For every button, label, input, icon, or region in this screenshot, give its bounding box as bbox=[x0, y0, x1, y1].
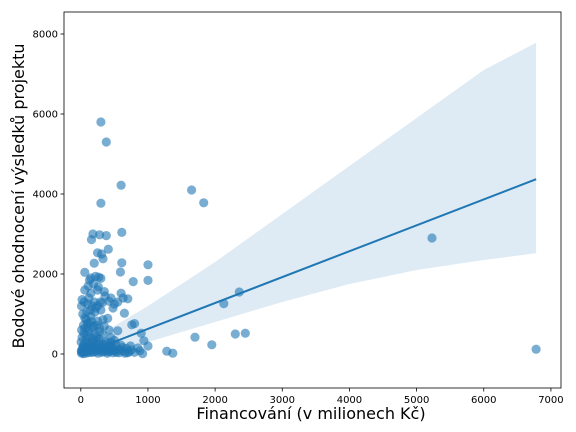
data-point bbox=[117, 258, 127, 268]
data-point bbox=[101, 231, 111, 241]
data-point bbox=[127, 320, 137, 330]
data-point bbox=[77, 295, 87, 305]
data-point bbox=[116, 180, 126, 190]
data-point bbox=[96, 198, 106, 208]
regression-line bbox=[80, 178, 537, 356]
data-point bbox=[531, 344, 541, 354]
x-tick-label: 4000 bbox=[337, 395, 362, 406]
data-point bbox=[187, 185, 197, 195]
data-point bbox=[123, 294, 133, 304]
data-point bbox=[97, 298, 107, 308]
data-point bbox=[96, 273, 106, 283]
y-tick-label: 2000 bbox=[33, 270, 58, 281]
y-tick-label: 0 bbox=[52, 350, 58, 361]
points-layer bbox=[76, 117, 541, 359]
data-point bbox=[207, 340, 217, 350]
data-point bbox=[95, 323, 105, 333]
axes-layer: 0 1000 2000 3000 4000 5000 6000 7000 0 2000 4000 60… bbox=[33, 11, 564, 406]
data-point bbox=[240, 328, 250, 338]
data-point bbox=[93, 248, 103, 258]
data-point bbox=[143, 260, 153, 270]
x-tick-label: 5000 bbox=[404, 395, 429, 406]
data-point bbox=[98, 254, 108, 264]
data-point bbox=[93, 282, 103, 292]
data-point bbox=[86, 235, 97, 245]
x-axis-title: Financování (v milionech Kč) bbox=[196, 404, 425, 423]
x-tick-label: 6000 bbox=[471, 395, 496, 406]
data-point bbox=[143, 275, 153, 285]
data-point bbox=[108, 303, 118, 313]
data-point bbox=[82, 307, 92, 317]
data-point bbox=[128, 277, 138, 287]
data-point bbox=[117, 227, 127, 237]
data-point bbox=[138, 349, 148, 359]
data-point bbox=[190, 332, 200, 342]
data-point bbox=[230, 329, 240, 339]
y-tick-label: 6000 bbox=[33, 110, 58, 121]
regression-line-layer bbox=[80, 178, 537, 356]
x-tick-label: 2000 bbox=[202, 395, 227, 406]
data-point bbox=[103, 244, 113, 254]
x-tick-label: 1000 bbox=[135, 395, 160, 406]
plot-frame bbox=[63, 11, 562, 389]
data-point bbox=[101, 137, 111, 147]
data-point bbox=[77, 325, 87, 335]
y-tick-label: 4000 bbox=[33, 190, 58, 201]
data-point bbox=[95, 230, 105, 240]
confidence-band bbox=[80, 42, 537, 359]
x-tick-label: 3000 bbox=[270, 395, 295, 406]
x-tick-label: 0 bbox=[78, 395, 84, 406]
data-point bbox=[199, 198, 209, 208]
data-point bbox=[98, 315, 108, 325]
data-point bbox=[113, 326, 123, 336]
data-point bbox=[119, 308, 129, 318]
data-point bbox=[89, 258, 99, 268]
data-point bbox=[427, 233, 437, 243]
data-point bbox=[115, 267, 125, 277]
y-axis-title: Bodové ohodnocení výsledků projektu bbox=[9, 43, 28, 348]
data-point bbox=[80, 267, 90, 277]
y-tick-label: 8000 bbox=[33, 30, 58, 41]
x-tick-label: 7000 bbox=[538, 395, 563, 406]
data-point bbox=[143, 341, 153, 351]
confidence-band-layer bbox=[80, 42, 537, 359]
data-point bbox=[168, 348, 178, 358]
data-point bbox=[96, 117, 106, 127]
